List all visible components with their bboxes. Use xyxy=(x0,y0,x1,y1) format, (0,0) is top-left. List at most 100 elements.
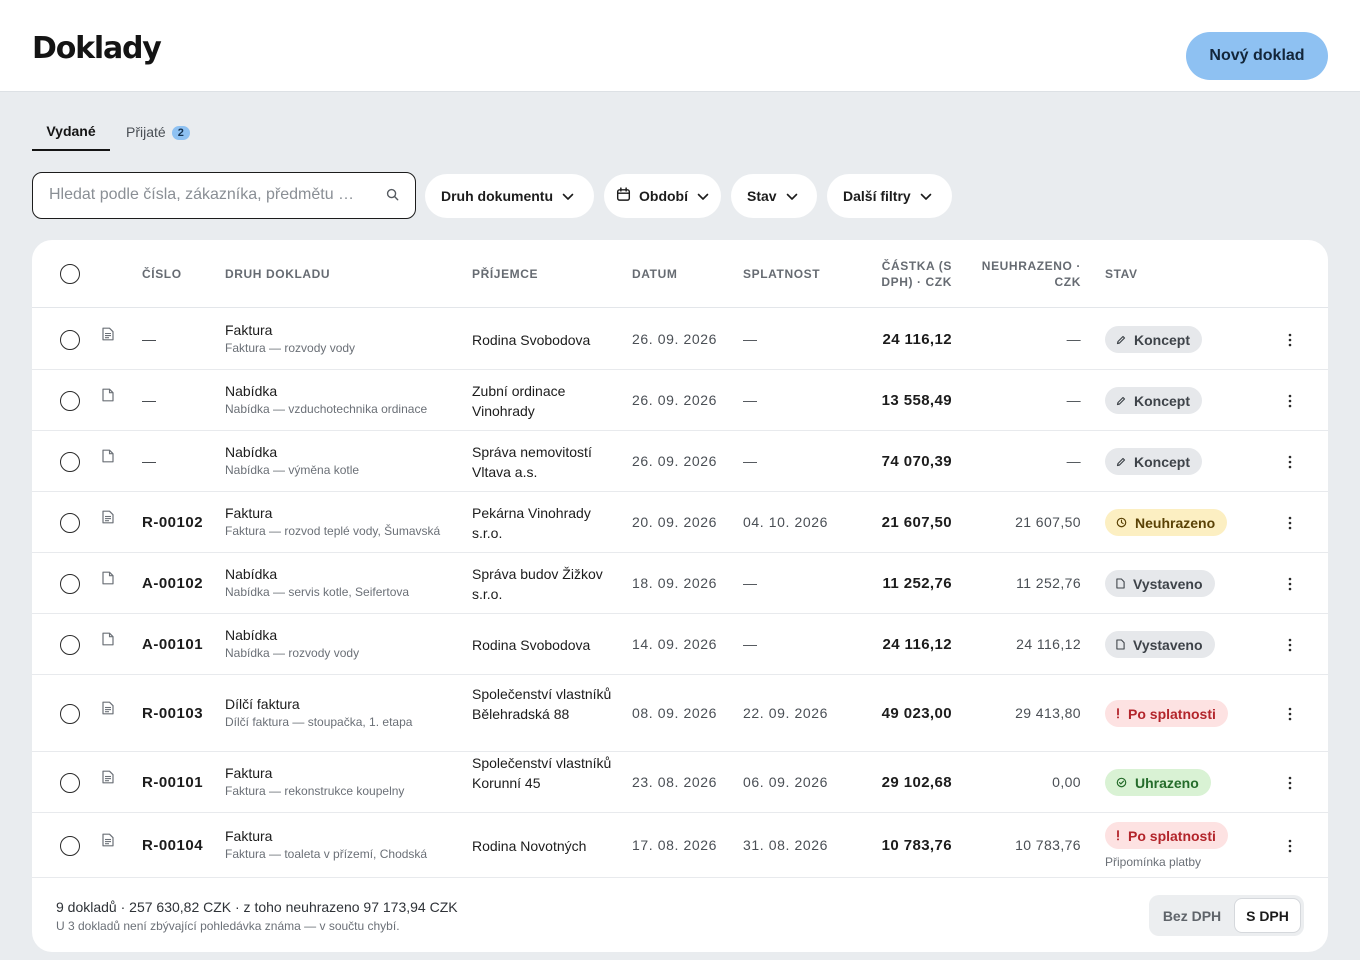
summary-note: U 3 dokladů není zbývající pohledávka zn… xyxy=(56,919,400,933)
document-number[interactable]: R-00104 xyxy=(142,836,204,854)
document-subject: Nabídka — vzduchotechnika ordinace xyxy=(225,401,428,416)
row-checkbox[interactable] xyxy=(60,634,80,655)
document-type: Faktura xyxy=(225,764,273,781)
recipient: Rodina Svobodova xyxy=(472,331,591,348)
due-date: — xyxy=(743,574,758,591)
tab-issued[interactable]: Vydané xyxy=(32,118,110,151)
pencil-icon xyxy=(1116,396,1126,406)
column-header-type[interactable]: DRUH DOKLADU xyxy=(225,267,331,281)
issue-date: 23. 08. 2026 xyxy=(632,773,718,790)
due-date: 31. 08. 2026 xyxy=(743,836,829,853)
status-label: Neuhrazeno xyxy=(1135,514,1216,531)
document-subject: Faktura — rekonstrukce koupelny xyxy=(225,783,405,798)
issue-date: 26. 09. 2026 xyxy=(632,452,718,469)
column-header-due[interactable]: SPLATNOST xyxy=(743,267,821,281)
row-checkbox[interactable] xyxy=(60,390,80,411)
select-all-checkbox[interactable] xyxy=(60,264,80,284)
search-icon[interactable] xyxy=(386,188,399,206)
table-row[interactable]: R-00103 Dílčí faktura Dílčí faktura — stou… xyxy=(32,675,1328,752)
document-type-cell: Nabídka Nabídka — výměna kotle xyxy=(225,443,359,479)
amount: 49 023,00 xyxy=(881,704,952,722)
row-menu-icon[interactable] xyxy=(1280,635,1300,655)
table-row[interactable]: A-00101 Nabídka Nabídka — rozvody vody Rodi… xyxy=(32,614,1328,675)
row-menu-icon[interactable] xyxy=(1280,330,1300,350)
table-row[interactable]: — Faktura Faktura — rozvody vody Rodina Svo… xyxy=(32,309,1328,370)
document-subject: Faktura — toaleta v přízemí, Chodská xyxy=(225,846,428,861)
column-header-number[interactable]: ČÍSLO xyxy=(142,267,182,281)
document-type-cell: Faktura Faktura — rozvody vody xyxy=(225,321,355,357)
table-row[interactable]: R-00101 Faktura Faktura — rekonstrukce kou… xyxy=(32,752,1328,813)
row-menu-icon[interactable] xyxy=(1280,513,1300,533)
status-badge: Koncept xyxy=(1105,326,1202,353)
status-cell: Vystaveno xyxy=(1105,631,1215,658)
document-number: — xyxy=(142,452,156,469)
row-menu-icon[interactable] xyxy=(1280,704,1300,724)
document-type: Nabídka xyxy=(225,565,278,582)
row-checkbox[interactable] xyxy=(60,451,80,472)
row-checkbox[interactable] xyxy=(60,329,80,350)
filter-doc-type[interactable]: Druh dokumentu xyxy=(425,174,594,218)
table-row[interactable]: R-00104 Faktura Faktura — toaleta v přízem… xyxy=(32,813,1328,878)
column-header-date[interactable]: DATUM xyxy=(632,267,678,281)
column-header-status[interactable]: STAV xyxy=(1105,267,1138,281)
unpaid-amount: — xyxy=(1066,452,1081,469)
row-menu-icon[interactable] xyxy=(1280,836,1300,856)
table-header: ČÍSLO DRUH DOKLADU PŘÍJEMCE DATUM SPLATN… xyxy=(32,240,1328,308)
filter-period[interactable]: Období xyxy=(604,174,721,218)
status-cell: Uhrazeno xyxy=(1105,769,1211,796)
document-type: Faktura xyxy=(225,504,273,521)
search-input[interactable] xyxy=(49,173,369,217)
recipient: Rodina Novotných xyxy=(472,837,587,854)
table-row[interactable]: A-00102 Nabídka Nabídka — servis kotle, Se… xyxy=(32,553,1328,614)
row-menu-icon[interactable] xyxy=(1280,773,1300,793)
column-header-amount[interactable]: ČÁSTKA (S DPH) · CZK xyxy=(881,259,952,289)
document-number[interactable]: R-00103 xyxy=(142,704,204,722)
row-checkbox[interactable] xyxy=(60,512,80,533)
filter-more[interactable]: Další filtry xyxy=(827,174,952,218)
status-note: Připomínka platby xyxy=(1105,855,1202,869)
document-type: Dílčí faktura xyxy=(225,695,300,712)
toggle-with-vat[interactable]: S DPH xyxy=(1234,898,1301,933)
document-subject: Nabídka — rozvody vody xyxy=(225,645,360,660)
row-checkbox[interactable] xyxy=(60,835,80,856)
status-label: Uhrazeno xyxy=(1135,774,1199,791)
due-date: — xyxy=(743,391,758,408)
row-checkbox[interactable] xyxy=(60,573,80,594)
document-icon xyxy=(102,571,114,590)
tab-bar: Vydané Přijaté 2 xyxy=(32,118,632,151)
chevron-down-icon xyxy=(562,188,574,204)
documents-table: ČÍSLO DRUH DOKLADU PŘÍJEMCE DATUM SPLATN… xyxy=(32,240,1328,952)
row-checkbox[interactable] xyxy=(60,772,80,793)
document-number[interactable]: R-00101 xyxy=(142,773,204,791)
row-menu-icon[interactable] xyxy=(1280,452,1300,472)
tab-received[interactable]: Přijaté 2 xyxy=(126,118,190,151)
table-footer: 9 dokladů · 257 630,82 CZK · z toho neuh… xyxy=(32,877,1328,952)
due-date: 22. 09. 2026 xyxy=(743,704,829,721)
row-menu-icon[interactable] xyxy=(1280,574,1300,594)
document-number[interactable]: R-00102 xyxy=(142,513,204,531)
row-menu-icon[interactable] xyxy=(1280,391,1300,411)
table-row[interactable]: — Nabídka Nabídka — vzduchotechnika ordina… xyxy=(32,370,1328,431)
status-label: Koncept xyxy=(1134,392,1190,409)
filter-status[interactable]: Stav xyxy=(731,174,817,218)
row-checkbox[interactable] xyxy=(60,703,80,724)
document-type-cell: Nabídka Nabídka — servis kotle, Seifertov… xyxy=(225,565,409,601)
document-icon xyxy=(102,449,114,468)
new-document-button[interactable]: Nový doklad xyxy=(1186,32,1328,80)
issue-date: 08. 09. 2026 xyxy=(632,704,718,721)
document-type: Faktura xyxy=(225,827,273,844)
table-row[interactable]: R-00102 Faktura Faktura — rozvod teplé vod… xyxy=(32,492,1328,553)
table-row[interactable]: — Nabídka Nabídka — výměna kotle Správa nem… xyxy=(32,431,1328,492)
document-type-cell: Faktura Faktura — toaleta v přízemí, Chod… xyxy=(225,827,427,863)
document-number[interactable]: A-00102 xyxy=(142,574,204,592)
issue-date: 17. 08. 2026 xyxy=(632,836,718,853)
toggle-without-vat[interactable]: Bez DPH xyxy=(1162,907,1222,924)
invoice-icon xyxy=(102,833,114,852)
tab-received-label: Přijaté xyxy=(126,124,166,140)
unpaid-amount: — xyxy=(1066,391,1081,408)
amount: 21 607,50 xyxy=(881,513,952,531)
document-number[interactable]: A-00101 xyxy=(142,635,204,653)
column-header-recipient[interactable]: PŘÍJEMCE xyxy=(472,267,539,281)
amount: 10 783,76 xyxy=(881,836,952,854)
column-header-unpaid[interactable]: NEUHRAZENO · CZK xyxy=(981,259,1081,289)
